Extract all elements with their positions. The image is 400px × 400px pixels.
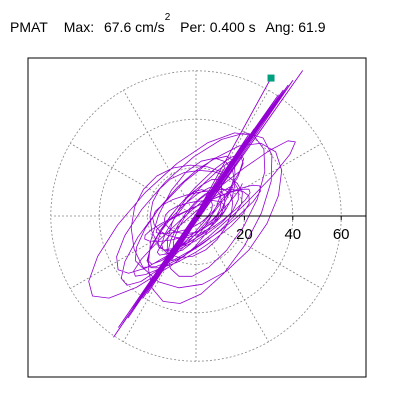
station-code: PMAT: [10, 18, 48, 35]
max-label: Max:: [63, 18, 95, 35]
trajectory-series: [113, 70, 303, 338]
grid-spoke-120: [123, 90, 197, 217]
radial-tick-label-40: 40: [284, 226, 301, 243]
grid-spoke-330: [195, 215, 322, 289]
max-unit-exponent: 2: [164, 12, 171, 23]
chart-header: PMAT Max: 67.6 cm/s2 Per: 0.400 s Ang: 6…: [10, 12, 326, 35]
radial-axis: 20 40 60: [196, 215, 366, 243]
grid-spoke-210: [70, 215, 197, 289]
radial-tick-label-20: 20: [236, 226, 253, 243]
peak-marker: [267, 74, 275, 82]
max-unit: cm/s: [135, 18, 165, 35]
grid-spoke-150: [70, 143, 197, 217]
per-label: Per:: [180, 18, 206, 35]
trajectory-loops: [88, 132, 296, 304]
ang-label: Ang:: [265, 18, 295, 35]
max-value: 67.6: [103, 18, 132, 35]
grid-spoke-300: [195, 215, 269, 342]
ang-value: 61.9: [298, 18, 326, 35]
plot-frame: [27, 57, 367, 378]
radial-tick-label-60: 60: [333, 226, 350, 243]
per-value: 0.400 s: [209, 18, 256, 35]
trajectory: [88, 70, 303, 338]
